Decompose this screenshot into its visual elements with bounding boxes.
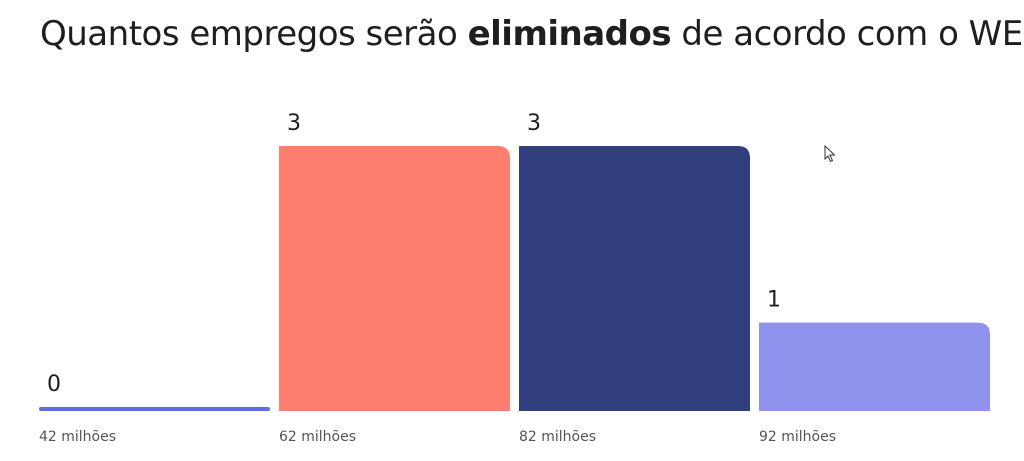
title-prefix: Quantos empregos serão [40, 14, 468, 54]
category-label-2: 82 milhões [519, 429, 596, 445]
bar-1 [279, 146, 510, 411]
mouse-cursor-icon [824, 145, 836, 163]
page-title: Quantos empregos serão eliminados de aco… [40, 14, 1024, 54]
bar-3 [759, 322, 990, 411]
bar-0 [39, 407, 270, 411]
title-emphasis: eliminados [467, 14, 672, 54]
category-label-3: 92 milhões [759, 429, 836, 445]
title-suffix: de acordo com o WEF? [671, 14, 1024, 54]
category-label-1: 62 milhões [279, 429, 356, 445]
value-label-1: 3 [287, 111, 301, 136]
value-label-0: 0 [47, 372, 61, 397]
category-label-0: 42 milhões [39, 429, 116, 445]
bar-2 [519, 146, 750, 411]
value-label-3: 1 [767, 288, 781, 313]
value-label-2: 3 [527, 111, 541, 136]
